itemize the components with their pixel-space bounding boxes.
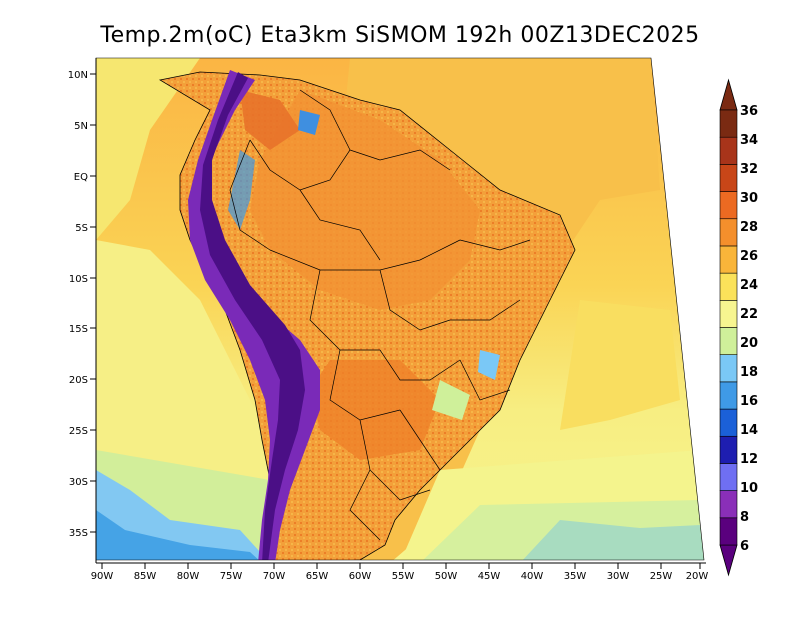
colorbar-cell: [719, 245, 738, 274]
colorbar-cell: [719, 354, 738, 383]
colorbar-level-label: 24: [740, 278, 758, 293]
colorbar-cell: [719, 517, 738, 546]
lon-axis: 90W 85W 80W 75W 70W 65W 60W 55W 50W 45W …: [91, 563, 709, 582]
lon-tick-label: 85W: [134, 571, 157, 582]
atlantic-cold-zone: [520, 520, 704, 560]
colorbar-level-label: 18: [740, 365, 758, 380]
lon-tick-label: 20W: [686, 571, 709, 582]
lat-tick-label: 30S: [69, 477, 88, 488]
colorbar-cell: [719, 381, 738, 410]
colorbar-cell: [719, 435, 738, 464]
colorbar-legend: 6 8 10 12 14 16 18 20 22 24 26 28 30 32 34 36: [719, 78, 758, 577]
colorbar-bottom-arrow: [719, 544, 738, 577]
colorbar-cell: [719, 463, 738, 491]
lon-tick-label: 50W: [435, 571, 458, 582]
southeast-cool-patch: [432, 380, 470, 420]
colorbar-level-label: 36: [740, 104, 758, 119]
colorbar-level-label: 16: [740, 394, 758, 409]
lon-tick-label: 55W: [392, 571, 415, 582]
colorbar-cell: [719, 191, 738, 220]
colorbar-level-label: 6: [740, 539, 749, 554]
lon-tick-label: 70W: [263, 571, 286, 582]
political-borders: [229, 89, 531, 541]
lat-tick-label: 10S: [69, 274, 88, 285]
lat-tick-label: 25S: [69, 426, 88, 437]
colorbar-level-label: 34: [740, 133, 758, 148]
map-domain: [96, 58, 704, 560]
colorbar-cell: [719, 490, 738, 519]
colorbar-level-label: 22: [740, 307, 758, 322]
colorbar-top-arrow: [719, 78, 738, 111]
colorbar-level-label: 10: [740, 481, 758, 496]
lon-tick-label: 30W: [607, 571, 630, 582]
lat-tick-label: EQ: [74, 172, 88, 183]
colorbar-level-label: 8: [740, 510, 749, 525]
amazon-hot-zone: [250, 90, 480, 310]
pacific-colder-zone: [96, 510, 262, 560]
map-title: Temp.2m(oC) Eta3km SiSMOM 192h 00Z13DEC2…: [99, 23, 699, 48]
pacific-north-zone: [96, 58, 200, 240]
lon-tick-label: 60W: [349, 571, 372, 582]
lon-tick-label: 75W: [220, 571, 243, 582]
colorbar-level-label: 14: [740, 423, 758, 438]
lon-tick-label: 65W: [306, 571, 329, 582]
lon-tick-label: 90W: [91, 571, 114, 582]
lat-tick-label: 5S: [75, 223, 88, 234]
colorbar-cell: [719, 408, 738, 437]
lat-tick-label: 15S: [69, 324, 88, 335]
lat-tick-label: 35S: [69, 528, 88, 539]
colorbar-level-label: 30: [740, 191, 758, 206]
andes-coldest-band: [200, 72, 305, 560]
colorbar-level-label: 12: [740, 452, 758, 467]
lon-tick-label: 25W: [650, 571, 673, 582]
colorbar-cell: [719, 300, 738, 328]
colorbar-cell: [719, 136, 738, 165]
atlantic-mid-zone: [560, 300, 680, 430]
colorbar-cell: [719, 164, 738, 192]
brazil-highland-patch: [478, 350, 500, 380]
colorbar-level-label: 28: [740, 220, 758, 235]
pacific-mid-zone: [96, 240, 260, 480]
lon-tick-label: 45W: [478, 571, 501, 582]
lat-axis: 10N 5N EQ 5S 10S 15S 20S 25S 30S 35S: [68, 70, 96, 539]
lon-tick-label: 40W: [521, 571, 544, 582]
highland-cold-patch: [298, 110, 320, 135]
colorbar-cell: [719, 327, 738, 355]
colorbar-cell: [719, 109, 738, 138]
colorbar-level-label: 26: [740, 249, 758, 264]
colorbar-cell: [719, 272, 738, 301]
lat-tick-label: 5N: [74, 121, 88, 132]
colorbar-cell: [719, 218, 738, 247]
colorbar-level-label: 32: [740, 162, 758, 177]
venezuela-hot-zone: [240, 90, 300, 150]
lat-tick-label: 10N: [68, 70, 88, 81]
lon-tick-label: 35W: [564, 571, 587, 582]
lat-tick-label: 20S: [69, 375, 88, 386]
chaco-hot-zone: [310, 360, 440, 460]
lon-tick-label: 80W: [177, 571, 200, 582]
colorbar-level-label: 20: [740, 336, 758, 351]
